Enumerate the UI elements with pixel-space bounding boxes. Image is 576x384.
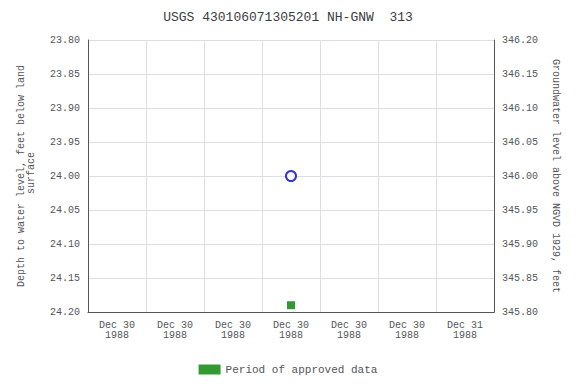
svg-text:23.85: 23.85	[50, 69, 80, 80]
svg-text:346.15: 346.15	[502, 69, 538, 80]
svg-text:346.00: 346.00	[502, 171, 538, 182]
svg-text:1988: 1988	[105, 330, 129, 341]
svg-text:Dec 30: Dec 30	[157, 319, 193, 331]
svg-text:1988: 1988	[453, 330, 477, 341]
svg-text:Dec 30: Dec 30	[273, 319, 309, 331]
svg-text:345.95: 345.95	[502, 205, 538, 216]
svg-text:23.90: 23.90	[50, 103, 80, 114]
svg-text:24.10: 24.10	[50, 239, 80, 250]
svg-text:24.15: 24.15	[50, 273, 80, 284]
svg-text:1988: 1988	[279, 330, 303, 341]
svg-text:Dec 30: Dec 30	[99, 319, 135, 331]
svg-text:24.00: 24.00	[50, 171, 80, 182]
svg-text:346.10: 346.10	[502, 103, 538, 114]
svg-text:23.80: 23.80	[50, 35, 80, 46]
svg-text:345.80: 345.80	[502, 307, 538, 318]
svg-text:USGS 430106071305201 NH-GNW 3: USGS 430106071305201 NH-GNW 313	[163, 10, 413, 25]
svg-text:23.95: 23.95	[50, 137, 80, 148]
svg-text:Period of approved data: Period of approved data	[226, 364, 378, 376]
svg-text:346.20: 346.20	[502, 35, 538, 46]
svg-text:Depth to water level, feet bel: Depth to water level, feet below land	[15, 65, 27, 287]
svg-text:1988: 1988	[337, 330, 361, 341]
svg-text:Dec 31: Dec 31	[447, 319, 483, 331]
svg-text:345.85: 345.85	[502, 273, 538, 284]
svg-text:surface: surface	[26, 152, 37, 200]
svg-text:24.05: 24.05	[50, 205, 80, 216]
svg-text:1988: 1988	[221, 330, 245, 341]
svg-text:1988: 1988	[395, 330, 419, 341]
svg-text:Dec 30: Dec 30	[389, 319, 425, 331]
svg-text:345.90: 345.90	[502, 239, 538, 250]
svg-text:1988: 1988	[163, 330, 187, 341]
svg-text:346.05: 346.05	[502, 137, 538, 148]
svg-text:24.20: 24.20	[50, 307, 80, 318]
svg-text:Dec 30: Dec 30	[215, 319, 251, 331]
svg-text:Groundwater level above NGVD 1: Groundwater level above NGVD 1929, feet	[550, 59, 561, 293]
svg-text:Dec 30: Dec 30	[331, 319, 367, 331]
